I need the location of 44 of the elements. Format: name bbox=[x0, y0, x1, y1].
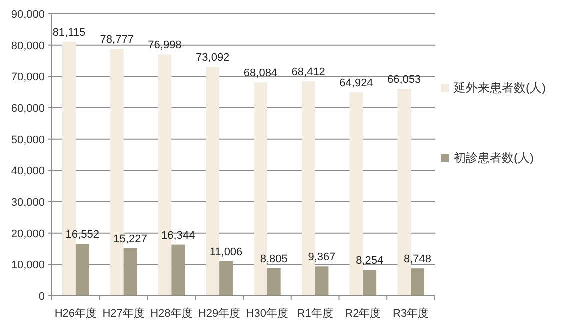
x-tick-label: H29年度 bbox=[198, 307, 241, 320]
data-label: 8,254 bbox=[356, 255, 384, 268]
y-tick-label: 30,000 bbox=[11, 197, 45, 209]
x-tick-label: R1年度 bbox=[297, 307, 334, 320]
data-label: 66,053 bbox=[388, 74, 422, 86]
y-tick-label: 0 bbox=[38, 291, 45, 303]
bar bbox=[220, 262, 233, 296]
bar bbox=[363, 270, 377, 296]
bar bbox=[411, 268, 424, 296]
y-tick-label: 40,000 bbox=[11, 166, 45, 178]
x-tick-label: H27年度 bbox=[102, 307, 145, 320]
bar bbox=[315, 266, 329, 296]
y-tick-label: 20,000 bbox=[11, 228, 45, 240]
y-tick-label: 80,000 bbox=[11, 40, 45, 52]
bar bbox=[124, 248, 138, 296]
data-label: 8,805 bbox=[260, 253, 288, 266]
data-label: 78,777 bbox=[100, 34, 134, 46]
legend-label: 延外来患者数(人) bbox=[453, 81, 546, 95]
data-label: 15,227 bbox=[114, 233, 148, 246]
bar bbox=[76, 244, 90, 296]
bar bbox=[267, 268, 281, 296]
data-label: 16,344 bbox=[162, 230, 196, 242]
data-label: 16,552 bbox=[66, 229, 100, 242]
data-label: 73,092 bbox=[196, 52, 230, 64]
data-label: 81,115 bbox=[52, 26, 86, 39]
y-tick-label: 70,000 bbox=[11, 72, 45, 84]
y-tick-label: 50,000 bbox=[11, 134, 45, 146]
legend-label: 初診患者数(人) bbox=[454, 151, 534, 165]
x-tick-label: R2年度 bbox=[345, 307, 382, 320]
y-tick-label: 90,000 bbox=[11, 9, 45, 21]
x-tick-label: H30年度 bbox=[246, 307, 289, 320]
y-tick-label: 10,000 bbox=[11, 260, 45, 272]
y-tick-label: 60,000 bbox=[11, 103, 45, 115]
x-tick-label: R3年度 bbox=[393, 307, 430, 320]
data-label: 68,412 bbox=[292, 66, 326, 79]
data-label: 64,924 bbox=[340, 78, 374, 90]
x-tick-label: H28年度 bbox=[150, 307, 193, 320]
data-label: 76,998 bbox=[148, 40, 182, 52]
x-tick-label: H26年度 bbox=[54, 307, 98, 320]
data-label: 8,748 bbox=[404, 254, 432, 266]
data-label: 11,006 bbox=[210, 246, 243, 259]
bar bbox=[172, 244, 186, 296]
data-label: 68,084 bbox=[244, 68, 278, 80]
data-label: 9,367 bbox=[308, 252, 336, 264]
